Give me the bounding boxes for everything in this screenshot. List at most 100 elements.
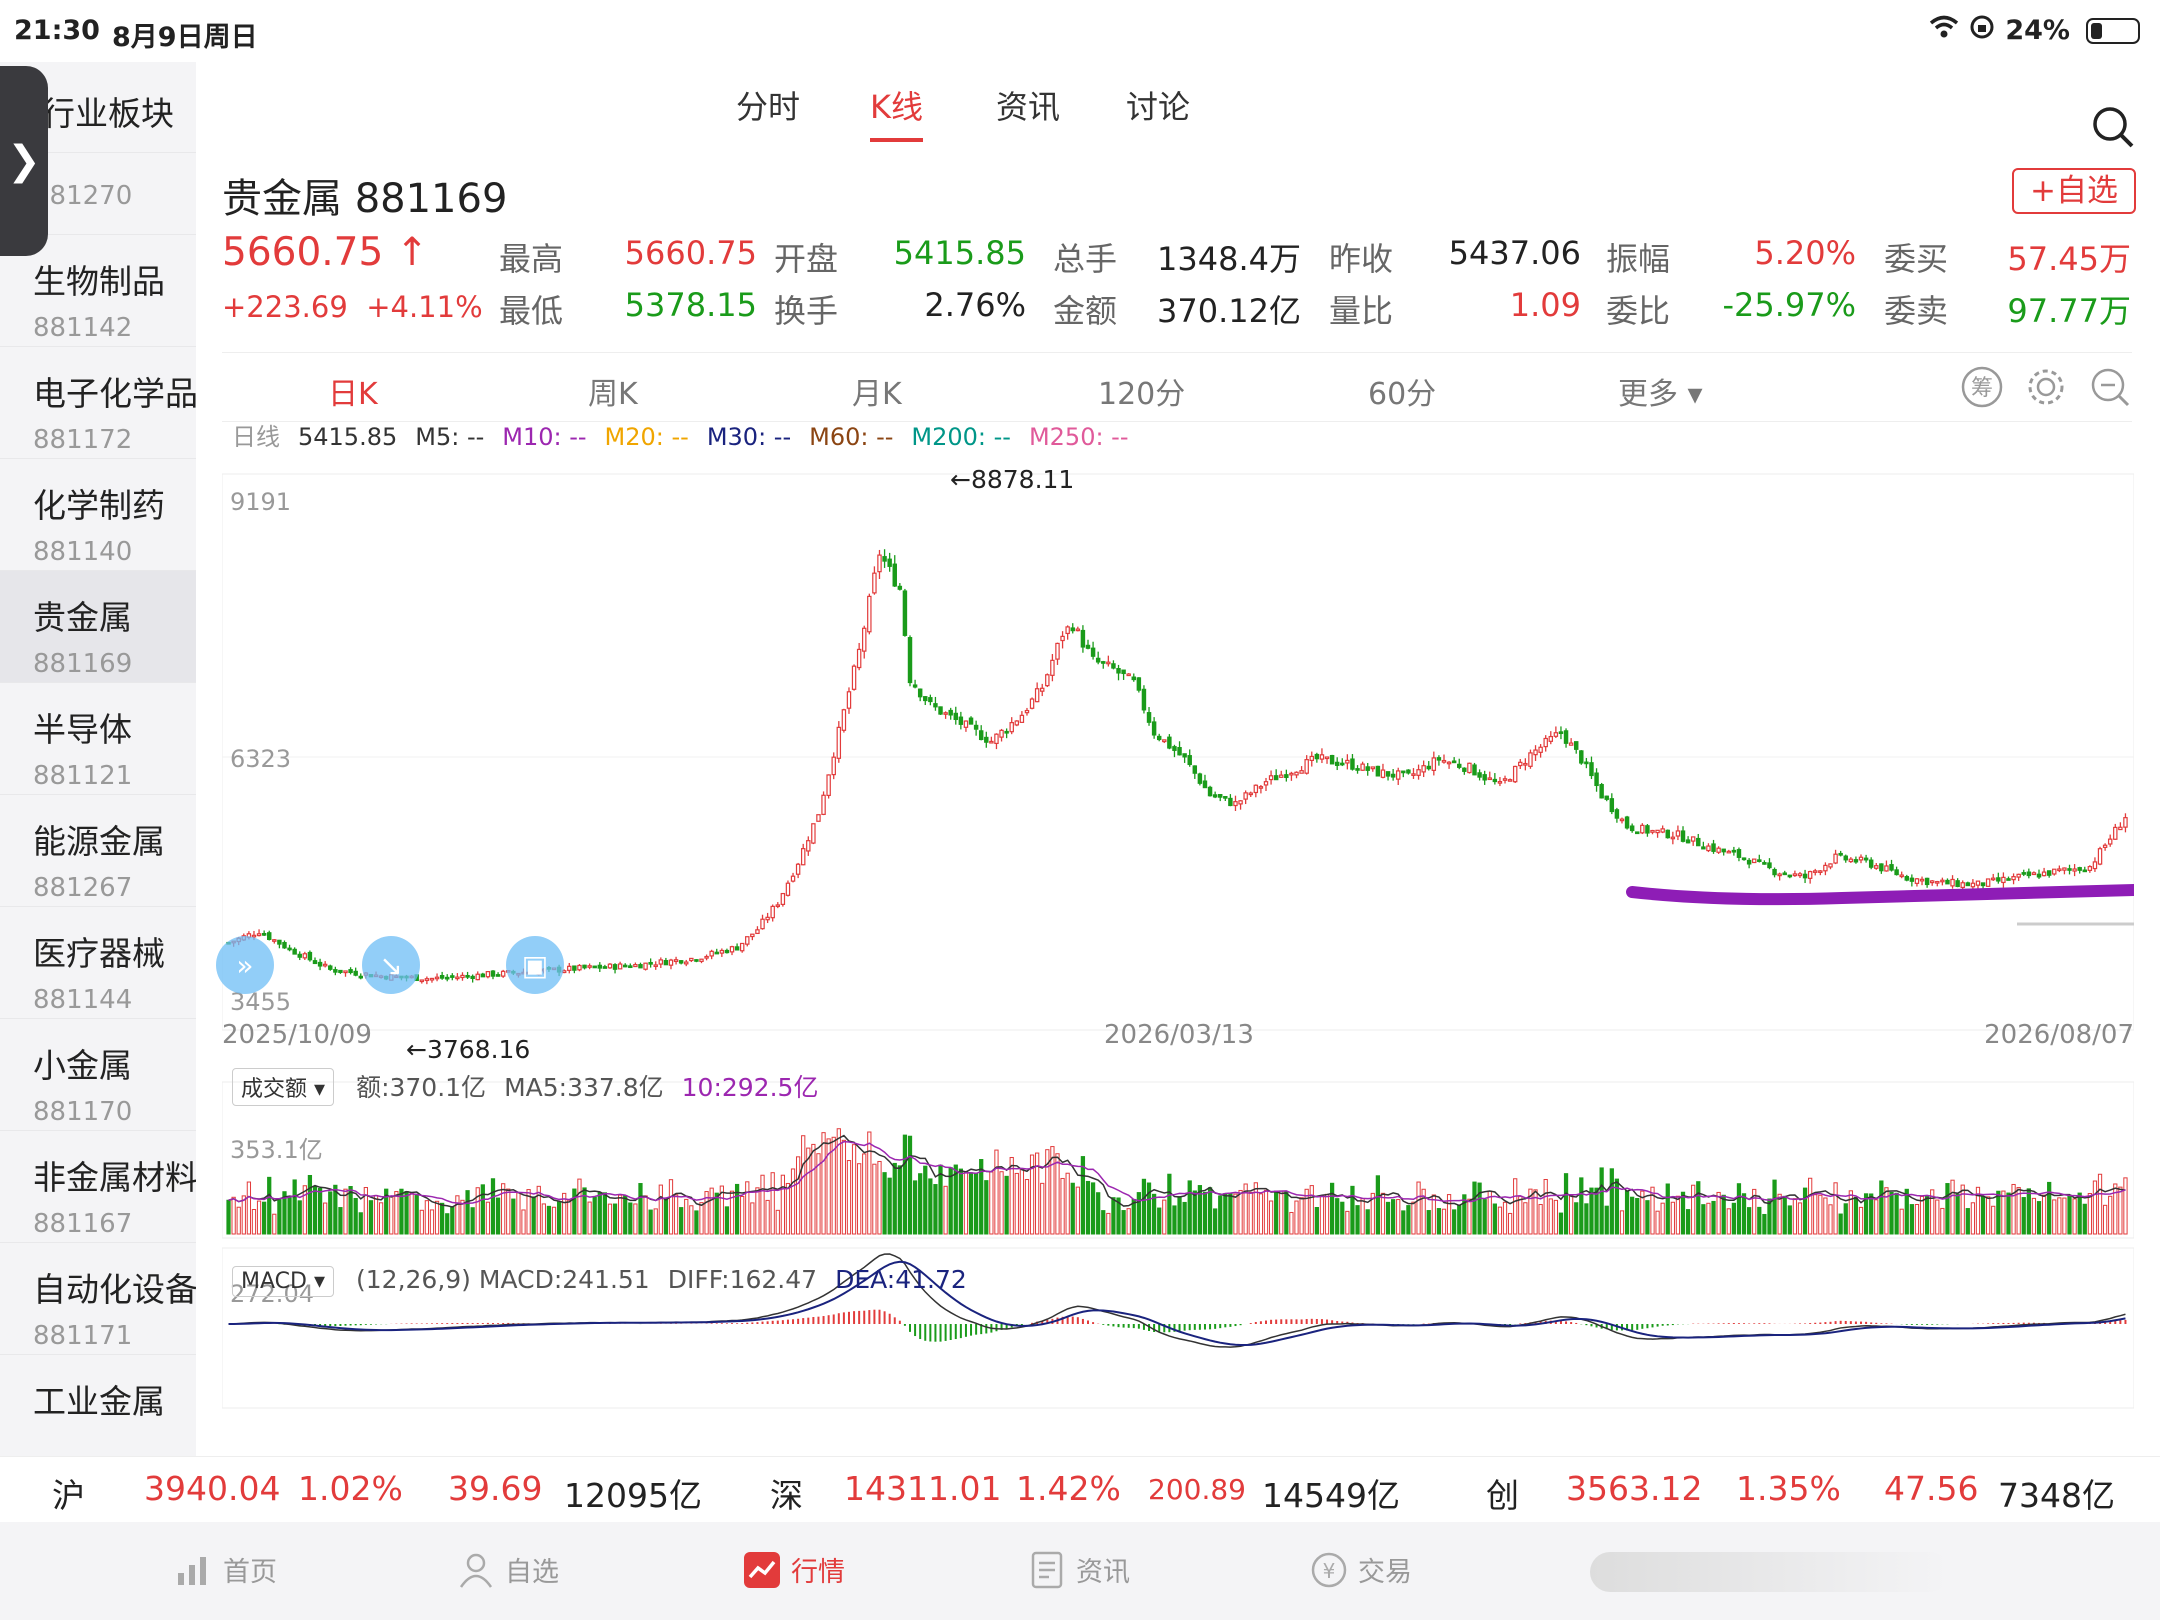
candle-body	[1502, 778, 1508, 781]
macd-indicator-select[interactable]: MACD ▾	[232, 1266, 334, 1297]
candle-body	[1736, 849, 1742, 858]
volume-bar	[1319, 1195, 1325, 1235]
sidebar-item[interactable]: 电子化学品 881172	[0, 346, 196, 458]
volume-bar	[1919, 1196, 1925, 1235]
add-watchlist-button[interactable]: +自选	[2012, 168, 2136, 214]
sidebar-item-name: 自动化设备	[33, 1270, 196, 1309]
sidebar-item[interactable]: 化学制药 881140	[0, 458, 196, 570]
candle-body	[1116, 668, 1121, 674]
volume-bar	[724, 1206, 730, 1235]
candle-body	[587, 965, 592, 968]
volume-bar	[546, 1205, 552, 1235]
volume-bar	[1645, 1200, 1650, 1235]
nav-trade[interactable]: ¥ 交易	[1310, 1550, 1412, 1589]
volume-bar	[1294, 1200, 1299, 1235]
candle-body	[699, 958, 704, 962]
volume-bar	[551, 1206, 557, 1235]
nav-market[interactable]: 行情	[743, 1550, 845, 1589]
tab-discussion[interactable]: 讨论	[1126, 88, 1191, 126]
volume-bar	[729, 1190, 735, 1235]
chart-area[interactable]: 9191 6323 3455 ←8878.11 ←3768.16 353.1亿 272.04	[221, 454, 2140, 1414]
volume-bar	[1935, 1199, 1940, 1235]
volume-ma5-line	[228, 1134, 2126, 1208]
sidebar-item[interactable]: 881270	[0, 152, 196, 234]
chip-icon[interactable]: 筹	[1960, 365, 2004, 413]
draw-float-button[interactable]: ↘	[362, 936, 420, 994]
volume-bar	[2021, 1197, 2026, 1235]
volume-bar	[714, 1192, 719, 1235]
volume-bar	[1782, 1195, 1787, 1235]
volume-bar	[694, 1210, 699, 1235]
nav-home[interactable]: 首页	[175, 1550, 277, 1589]
volume-bar	[1818, 1194, 1823, 1235]
volume-bar	[1685, 1209, 1691, 1235]
period-month[interactable]: 月K	[852, 377, 902, 412]
volume-bar	[1553, 1199, 1559, 1235]
volume-bar	[923, 1165, 928, 1235]
period-day[interactable]: 日K	[328, 377, 378, 412]
period-60min[interactable]: 60分	[1368, 377, 1437, 412]
candle-body	[343, 970, 348, 974]
volume-value: 1348.4万	[1157, 240, 1301, 278]
volume-bar	[699, 1202, 704, 1235]
volume-bar	[958, 1168, 963, 1235]
nav-watchlist[interactable]: 自选	[457, 1550, 559, 1589]
tab-kline[interactable]: K线	[870, 82, 923, 142]
volume-bar	[1492, 1203, 1497, 1235]
sidebar-item[interactable]: 医疗器械 881144	[0, 906, 196, 1018]
nav-news[interactable]: 资讯	[1028, 1550, 1130, 1589]
candle-body	[1345, 759, 1350, 764]
volume-bar	[902, 1134, 908, 1235]
zoom-out-icon[interactable]	[2088, 365, 2132, 413]
candle-body	[1065, 626, 1070, 635]
volume-bar	[1874, 1199, 1879, 1235]
period-more[interactable]: 更多 ▾	[1618, 377, 1703, 412]
sidebar-item[interactable]: 生物制品 881142	[0, 234, 196, 346]
sidebar-item[interactable]: 小金属 881170	[0, 1018, 196, 1130]
candle-body	[612, 964, 618, 970]
candle-body	[495, 974, 501, 977]
sidebar-item[interactable]: 自动化设备 881171	[0, 1242, 196, 1354]
volume-bar	[251, 1209, 257, 1235]
candle-body	[582, 964, 587, 969]
volume-bar	[597, 1192, 602, 1235]
volume-bar	[1218, 1195, 1223, 1235]
sidebar-item[interactable]: 贵金属 881169	[0, 570, 196, 682]
volume-bar	[745, 1181, 750, 1235]
candle-body	[1131, 676, 1137, 681]
candle-body	[841, 709, 847, 731]
volume-bar	[1482, 1199, 1487, 1235]
settings-gear-icon[interactable]	[2024, 365, 2068, 413]
period-120min[interactable]: 120分	[1098, 377, 1186, 412]
volume-bar	[1263, 1189, 1269, 1235]
candle-body	[1370, 766, 1376, 770]
sidebar-toggle-button[interactable]: ❯	[0, 66, 48, 256]
volume-bar	[1746, 1207, 1752, 1235]
expand-float-button[interactable]: »	[216, 936, 274, 994]
index-bar[interactable]: 沪 3940.04 1.02% 39.69 12095亿 深 14311.01 …	[0, 1456, 2160, 1522]
volume-bar	[1574, 1202, 1579, 1235]
candle-body	[1858, 856, 1864, 861]
candle-body	[780, 892, 786, 905]
volume-indicator-select[interactable]: 成交额 ▾	[232, 1068, 335, 1106]
sidebar-item[interactable]: 能源金属 881267	[0, 794, 196, 906]
ma-daily-label: 日线	[232, 423, 280, 451]
candle-body	[282, 942, 287, 949]
candle-body	[638, 964, 643, 969]
low-value: 5378.15	[624, 286, 757, 324]
volume-bar	[567, 1199, 572, 1235]
tab-news[interactable]: 资讯	[996, 88, 1061, 126]
period-week[interactable]: 周K	[588, 377, 638, 412]
search-icon[interactable]	[2090, 104, 2136, 150]
volume-bar	[394, 1191, 399, 1235]
drawing-tool-float-button[interactable]: ▣	[506, 936, 564, 994]
volume-bar	[633, 1203, 638, 1235]
sidebar-item[interactable]: 非金属材料 881167	[0, 1130, 196, 1242]
candle-body	[1970, 882, 1976, 888]
sidebar-item[interactable]: 半导体 881121	[0, 682, 196, 794]
sidebar-item[interactable]: 工业金属	[0, 1354, 196, 1456]
candle-body	[1690, 836, 1696, 842]
tab-timeshare[interactable]: 分时	[736, 88, 801, 126]
volume-bar	[1182, 1201, 1187, 1235]
